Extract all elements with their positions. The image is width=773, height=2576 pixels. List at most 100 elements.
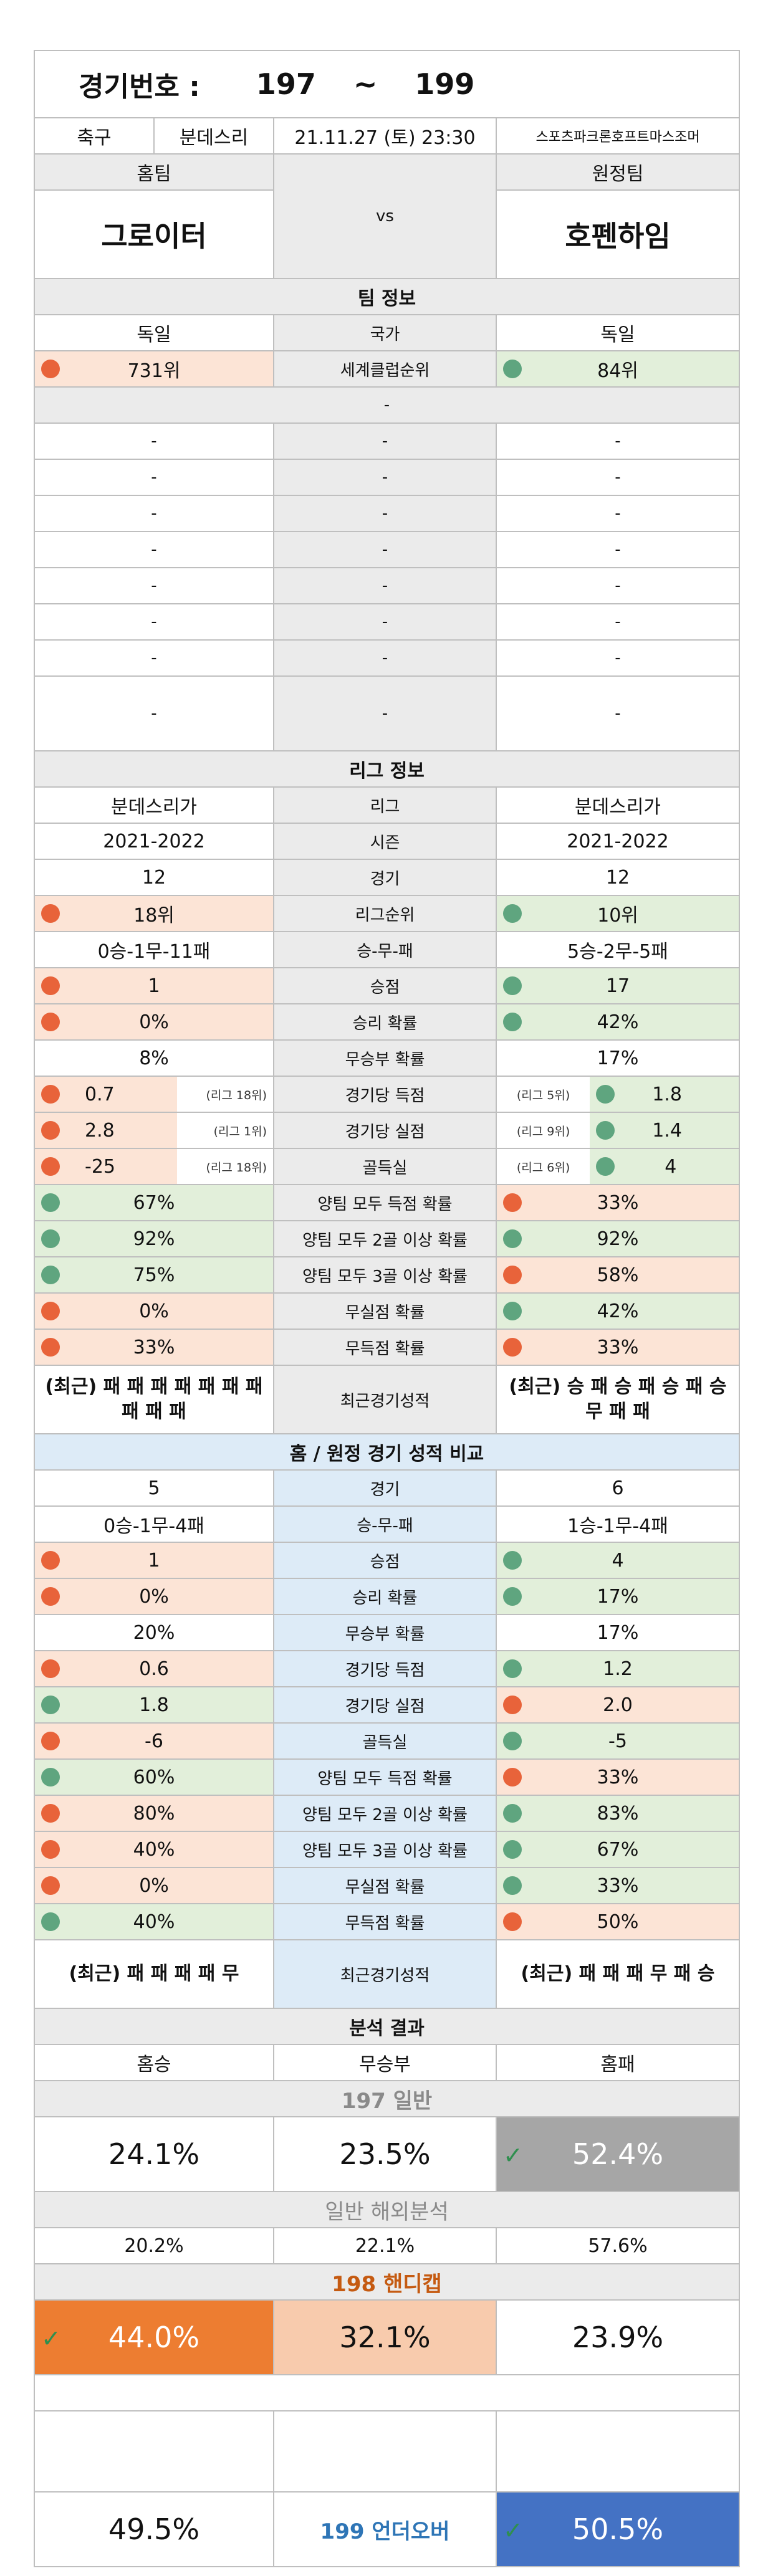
ha-away-ga: 2.0 — [497, 1687, 740, 1724]
red-dot-icon — [503, 1266, 522, 1284]
away-btts2: 92% — [497, 1221, 740, 1257]
ha-home-gf: 0.6 — [34, 1651, 274, 1687]
general-home: 24.1% — [34, 2117, 274, 2192]
ha-btts2-label: 양팀 모두 2골 이상 확률 — [274, 1796, 497, 1832]
blank-row — [34, 2375, 740, 2411]
red-dot-icon — [503, 1338, 522, 1357]
ha-btts-label: 양팀 모두 득점 확률 — [274, 1760, 497, 1796]
league-info-title: 리그 정보 — [34, 751, 740, 788]
draw-header: 무승부 — [274, 2045, 497, 2081]
btts-label: 양팀 모두 득점 확률 — [274, 1185, 497, 1221]
league-label: 리그 — [274, 788, 497, 824]
ha-home-draw-rate: 20% — [34, 1615, 274, 1651]
match-analysis-sheet: 경기번호 : 197 ~ 199 축구 분데스리 21.11.27 (토) 23… — [34, 50, 740, 2567]
green-dot-icon — [503, 1876, 522, 1895]
dash-cell: - — [497, 532, 740, 568]
dash-cell: - — [274, 568, 497, 604]
away-league-rank: 10위 — [497, 896, 740, 932]
home-btts: 67% — [34, 1185, 274, 1221]
home-loss-header: 홈패 — [497, 2045, 740, 2081]
ha-home-noscore: 40% — [34, 1904, 274, 1940]
away-gd-note: (리그 6위) — [497, 1149, 590, 1184]
away-team-block: 원정팀 호펜하임 — [497, 155, 740, 279]
recent-label: 최근경기성적 — [274, 1366, 497, 1434]
dash-cell: - — [274, 641, 497, 677]
dash-cell: - — [34, 568, 274, 604]
ha-away-recent: (최근) 패 패 패 무 패 승 — [497, 1940, 740, 2009]
check-icon: ✓ — [503, 2517, 523, 2544]
match-sep: ~ — [353, 67, 378, 101]
home-league: 분데스리가 — [34, 788, 274, 824]
green-dot-icon — [503, 904, 522, 923]
green-dot-icon — [503, 1840, 522, 1859]
red-dot-icon — [41, 1659, 60, 1678]
ha-away-games: 6 — [497, 1471, 740, 1507]
away-clean: 42% — [497, 1294, 740, 1330]
home-games: 12 — [34, 860, 274, 896]
dash-cell: - — [274, 424, 497, 460]
points-label: 승점 — [274, 968, 497, 1004]
home-recent: (최근) 패 패 패 패 패 패 패 패 패 패 — [34, 1366, 274, 1434]
ha-home-gd: -6 — [34, 1724, 274, 1760]
uo-title: 199 언더오버 — [274, 2493, 497, 2567]
ha-home-win-rate: 0% — [34, 1579, 274, 1615]
match-from: 197 — [256, 67, 316, 101]
red-dot-icon — [41, 1804, 60, 1823]
ga-label: 경기당 실점 — [274, 1113, 497, 1149]
red-dot-icon — [503, 1768, 522, 1787]
green-dot-icon — [503, 1551, 522, 1570]
home-noscore: 33% — [34, 1330, 274, 1366]
home-gf-note: (리그 18위) — [176, 1077, 273, 1112]
ha-away-clean: 33% — [497, 1868, 740, 1904]
dash-cell: - — [34, 496, 274, 532]
red-dot-icon — [41, 1157, 60, 1176]
blank-cell — [274, 2411, 497, 2493]
dash-cell: - — [274, 496, 497, 532]
green-dot-icon — [503, 1302, 522, 1320]
red-dot-icon — [41, 360, 60, 378]
home-btts2: 92% — [34, 1221, 274, 1257]
datetime: 21.11.27 (토) 23:30 — [274, 118, 497, 155]
away-world-rank: 84위 — [497, 351, 740, 388]
green-dot-icon — [596, 1121, 615, 1140]
home-ga-note: (리그 1위) — [176, 1113, 273, 1148]
general-away: ✓ 52.4% — [497, 2117, 740, 2192]
away-btts3: 58% — [497, 1257, 740, 1294]
ha-noscore-label: 무득점 확률 — [274, 1904, 497, 1940]
red-dot-icon — [41, 1840, 60, 1859]
team-info-title: 팀 정보 — [34, 279, 740, 315]
dash-cell: - — [497, 677, 740, 751]
away-league: 분데스리가 — [497, 788, 740, 824]
home-league-rank: 18위 — [34, 896, 274, 932]
away-wdl: 5승-2무-5패 — [497, 932, 740, 968]
check-icon: ✓ — [503, 2142, 523, 2169]
home-gd: -25 (리그 18위) — [34, 1149, 274, 1185]
green-dot-icon — [41, 1266, 60, 1284]
match-label: 경기번호 : — [79, 71, 200, 103]
overseas-title: 일반 해외분석 — [34, 2192, 740, 2228]
red-dot-icon — [41, 976, 60, 995]
home-draw-rate: 8% — [34, 1041, 274, 1077]
dash-cell: - — [497, 641, 740, 677]
green-dot-icon — [41, 1696, 60, 1714]
home-ga: 2.8 (리그 1위) — [34, 1113, 274, 1149]
red-dot-icon — [41, 1732, 60, 1750]
uo-over: ✓ 50.5% — [497, 2493, 740, 2567]
red-dot-icon — [41, 1085, 60, 1104]
red-dot-icon — [503, 1696, 522, 1714]
ha-away-points: 4 — [497, 1543, 740, 1579]
ha-home-games: 5 — [34, 1471, 274, 1507]
dash-cell: - — [274, 460, 497, 496]
away-ga: (리그 9위) 1.4 — [497, 1113, 740, 1149]
ha-home-btts3: 40% — [34, 1832, 274, 1868]
ha-home-wdl: 0승-1무-4패 — [34, 1507, 274, 1543]
home-season: 2021-2022 — [34, 824, 274, 860]
away-games: 12 — [497, 860, 740, 896]
uo-under: 49.5% — [34, 2493, 274, 2567]
dash-cell: - — [497, 424, 740, 460]
green-dot-icon — [596, 1157, 615, 1176]
home-clean: 0% — [34, 1294, 274, 1330]
gd-label: 골득실 — [274, 1149, 497, 1185]
dash-cell: - — [274, 677, 497, 751]
red-dot-icon — [503, 1912, 522, 1931]
